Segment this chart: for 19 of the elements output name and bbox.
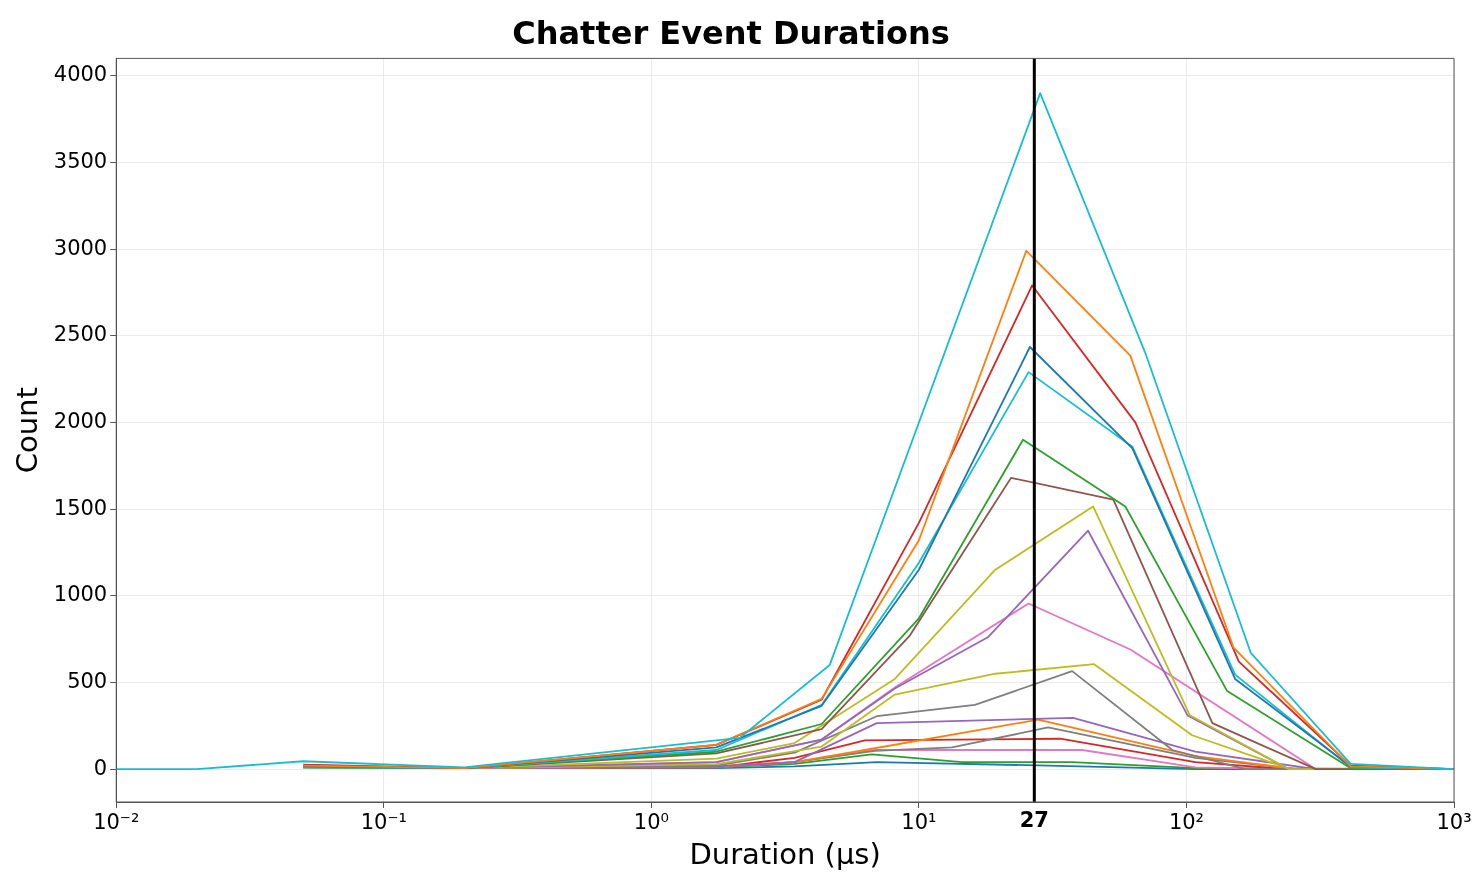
x-tick-label: 10⁰ [633,810,669,835]
x-axis-title: Duration (μs) [689,837,881,872]
x-tick-label: 10² [1168,810,1205,835]
y-tick-label: 4000 [53,62,108,87]
x-tick-label: 10⁻¹ [360,810,407,835]
y-tick-label: 2000 [53,408,108,433]
x-tick-label: 10⁻² [93,810,140,835]
y-axis-title: Count [9,387,44,474]
y-tick-label: 0 [93,755,108,780]
chart-title: Chatter Event Durations [512,13,950,52]
y-tick-label: 1500 [53,495,108,520]
y-tick-label: 3000 [53,235,108,260]
x-tick-label: 10³ [1436,810,1472,835]
y-tick-label: 500 [67,668,108,693]
ref-line-label: 27 [1019,807,1049,832]
y-tick-label: 2500 [53,322,108,347]
x-tick-label: 10¹ [901,810,937,835]
y-tick-label: 3500 [53,148,108,173]
y-tick-label: 1000 [53,582,108,607]
